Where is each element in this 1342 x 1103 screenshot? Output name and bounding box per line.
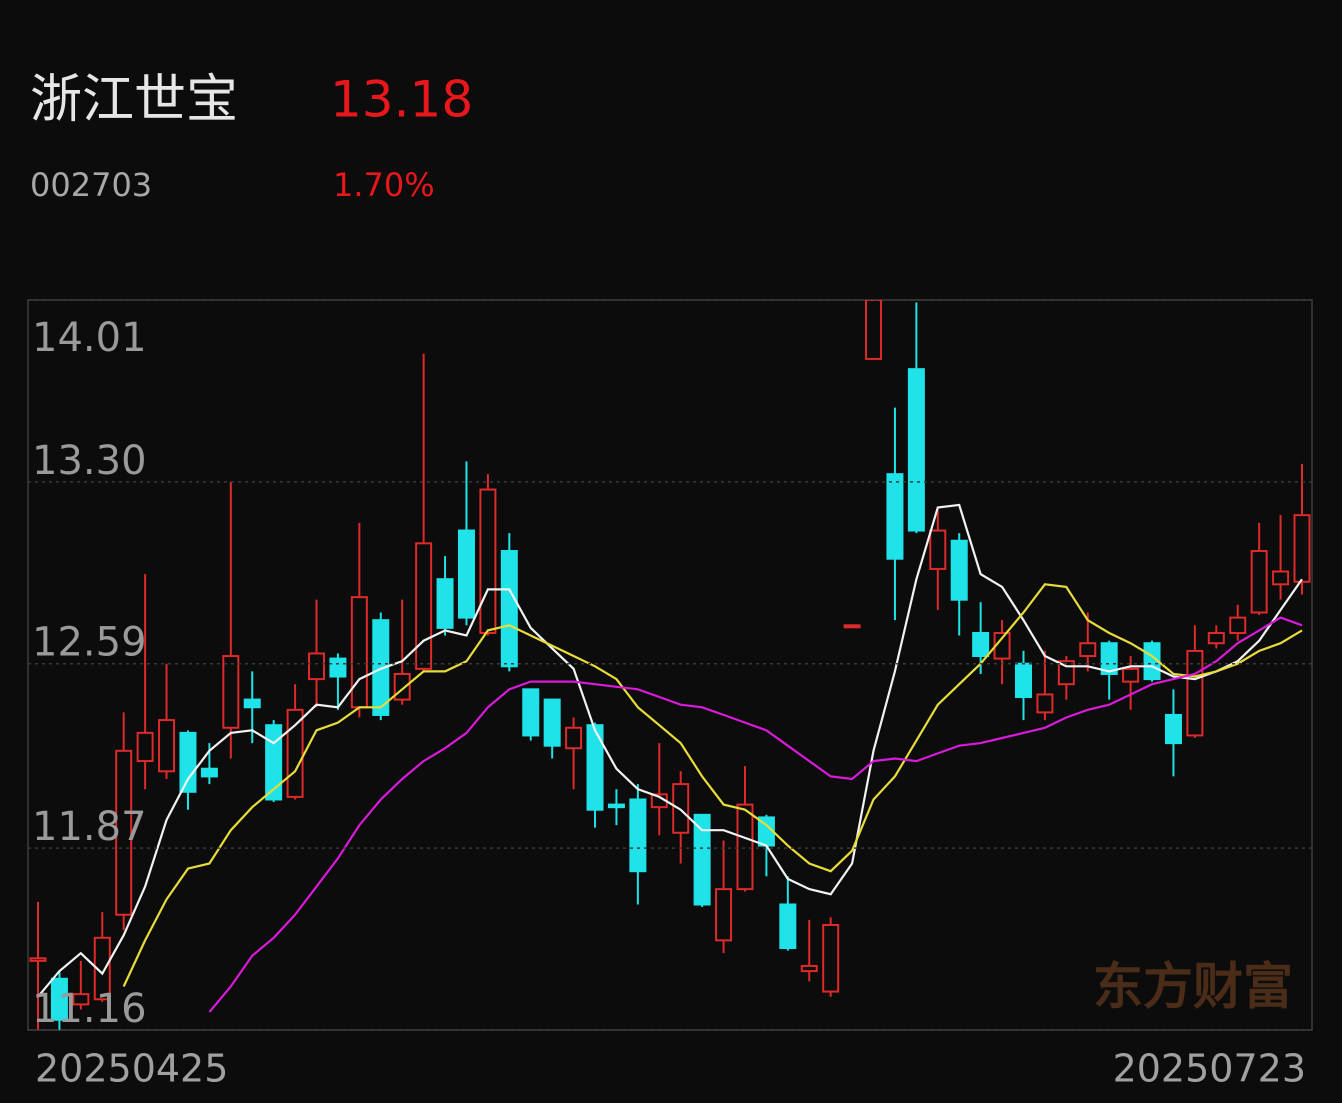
candle-body: [286, 708, 304, 798]
candle-body: [243, 698, 261, 709]
candle-body: [308, 652, 326, 681]
candle-body: [457, 529, 475, 619]
candle-body: [136, 731, 154, 763]
stock-code: 002703: [30, 166, 152, 204]
candle-body: [693, 813, 711, 906]
moving-average-line: [122, 583, 1303, 987]
candle-body: [822, 923, 840, 993]
candle-body: [436, 578, 454, 629]
candle-body: [393, 672, 411, 701]
candle-body: [715, 888, 733, 942]
candle-body: [843, 624, 861, 629]
candle-body: [865, 300, 883, 360]
candle-body: [950, 539, 968, 601]
watermark: 东方财富: [1093, 958, 1293, 1016]
plot-area: [29, 300, 1311, 1030]
candle-body: [736, 803, 754, 891]
candle-body: [1186, 649, 1204, 737]
candle-body: [415, 542, 433, 670]
candle-body: [1207, 631, 1225, 645]
candle-body: [1079, 642, 1097, 658]
candle-body: [200, 767, 218, 778]
candle-body: [329, 657, 347, 678]
candle-body: [1014, 662, 1032, 699]
y-tick-label: 11.16: [32, 986, 147, 1032]
candle-body: [1293, 514, 1311, 583]
candle-body: [158, 719, 176, 773]
candle-body: [1272, 570, 1290, 586]
candle-body: [1229, 616, 1247, 634]
candle-body: [222, 655, 240, 729]
candle-body: [522, 688, 540, 737]
candle-body: [972, 631, 990, 658]
stock-price: 13.18: [330, 71, 473, 129]
candle-body: [179, 731, 197, 793]
x-tick-label: 20250425: [35, 1047, 228, 1091]
candle-body: [372, 619, 390, 716]
candle-body: [607, 803, 625, 809]
candle-body: [1122, 667, 1140, 683]
y-tick-label: 12.59: [32, 620, 147, 666]
candle-body: [1164, 713, 1182, 745]
candle-body: [265, 724, 283, 801]
candle-body: [1100, 642, 1118, 675]
candle-body: [800, 964, 818, 973]
candle-body: [479, 488, 497, 634]
x-tick-label: 20250723: [1113, 1047, 1306, 1091]
candle-body: [886, 473, 904, 560]
moving-average-line: [37, 503, 1303, 998]
candle-body: [629, 798, 647, 873]
candle-body: [72, 993, 90, 1006]
moving-average-line: [208, 616, 1303, 1013]
stock-change: 1.70%: [333, 166, 435, 204]
candle-body: [500, 550, 518, 668]
candle-body: [29, 957, 47, 962]
y-tick-label: 13.30: [32, 438, 147, 484]
y-tick-label: 11.87: [32, 804, 147, 850]
candle-body: [779, 903, 797, 950]
candle-body: [929, 529, 947, 570]
candle-body: [1250, 550, 1268, 614]
candle-body: [907, 368, 925, 532]
candle-body: [565, 726, 583, 750]
stock-name: 浙江世宝: [30, 70, 238, 130]
candle-body: [586, 724, 604, 811]
candle-body: [115, 749, 133, 916]
candle-body: [543, 698, 561, 747]
y-tick-label: 14.01: [32, 315, 147, 361]
candle-body: [93, 936, 111, 1001]
candle-body: [1036, 693, 1054, 714]
candle-body: [350, 596, 368, 709]
plot-frame: [27, 299, 1313, 1031]
candle-body: [50, 977, 68, 1021]
